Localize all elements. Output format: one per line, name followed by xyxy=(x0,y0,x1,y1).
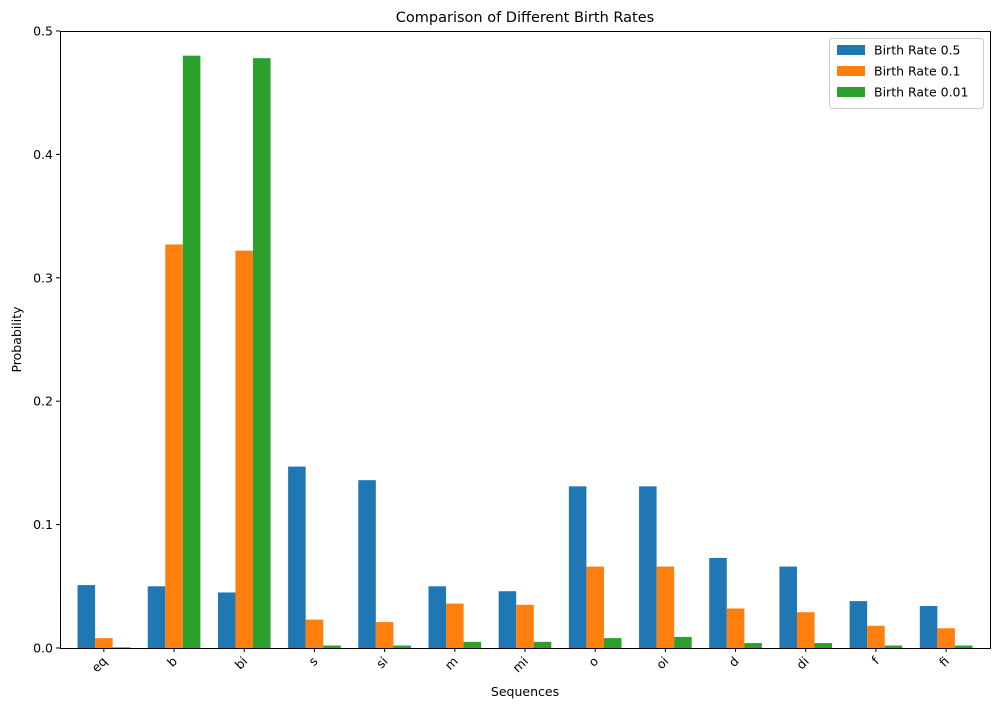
legend-swatch xyxy=(837,45,865,55)
bar-si-series-1 xyxy=(358,480,376,648)
bar-eq-series-3 xyxy=(112,647,131,648)
bar-s-series-1 xyxy=(288,466,306,648)
bar-b-series-2 xyxy=(165,244,183,648)
y-tick-label: 0.5 xyxy=(33,24,53,39)
legend: Birth Rate 0.5 Birth Rate 0.1 Birth Rate 0… xyxy=(829,38,984,109)
bar-oi-series-2 xyxy=(656,566,675,648)
y-axis-label: Probability xyxy=(9,306,24,373)
legend-label: Birth Rate 0.5 xyxy=(874,43,961,58)
bar-fi-series-2 xyxy=(937,628,955,648)
legend-label: Birth Rate 0.01 xyxy=(874,85,968,100)
bar-f-series-1 xyxy=(849,601,868,648)
bar-d-series-3 xyxy=(744,643,762,648)
bar-mi-series-2 xyxy=(516,604,534,648)
bar-b-series-3 xyxy=(182,55,201,649)
bar-f-series-3 xyxy=(884,645,903,648)
bars-layer xyxy=(77,55,973,649)
bar-m-series-2 xyxy=(446,603,464,648)
bar-d-series-2 xyxy=(726,608,745,648)
bar-o-series-1 xyxy=(568,486,587,648)
legend-box xyxy=(829,38,984,109)
bar-m-series-3 xyxy=(463,641,482,648)
legend-label: Birth Rate 0.1 xyxy=(874,64,961,79)
bar-bi-series-3 xyxy=(253,58,271,648)
bar-mi-series-3 xyxy=(533,641,552,648)
bar-bi-series-1 xyxy=(217,592,236,648)
bar-fi-series-3 xyxy=(954,645,973,648)
y-tick-label: 0.0 xyxy=(33,641,53,656)
bar-f-series-2 xyxy=(867,625,885,648)
bar-si-series-3 xyxy=(393,645,411,648)
bar-b-series-1 xyxy=(147,586,166,648)
bar-m-series-1 xyxy=(428,586,447,648)
y-tick-label: 0.4 xyxy=(33,147,53,162)
bar-si-series-2 xyxy=(375,622,394,648)
bar-o-series-2 xyxy=(586,566,604,648)
bar-fi-series-1 xyxy=(919,606,938,648)
bar-eq-series-1 xyxy=(77,585,96,648)
y-tick-label: 0.2 xyxy=(33,394,53,409)
bar-di-series-2 xyxy=(796,612,815,648)
legend-swatch xyxy=(837,87,865,97)
bar-eq-series-2 xyxy=(95,638,113,648)
bar-o-series-3 xyxy=(603,638,622,648)
bar-di-series-3 xyxy=(814,643,833,648)
y-tick-label: 0.3 xyxy=(33,270,53,285)
chart-title: Comparison of Different Birth Rates xyxy=(396,10,654,26)
x-axis-label: Sequences xyxy=(491,684,559,699)
bar-bi-series-2 xyxy=(235,250,254,649)
bar-oi-series-3 xyxy=(674,636,692,648)
bar-oi-series-1 xyxy=(639,486,657,648)
y-tick-label: 0.1 xyxy=(33,517,53,532)
y-axis: 0.0 0.1 0.2 0.3 0.4 0.5 xyxy=(33,24,60,656)
legend-swatch xyxy=(837,66,865,76)
bar-mi-series-1 xyxy=(498,591,517,648)
bar-d-series-1 xyxy=(709,557,727,648)
bar-s-series-2 xyxy=(305,619,324,648)
bar-s-series-3 xyxy=(323,645,341,648)
bar-di-series-1 xyxy=(779,566,797,648)
